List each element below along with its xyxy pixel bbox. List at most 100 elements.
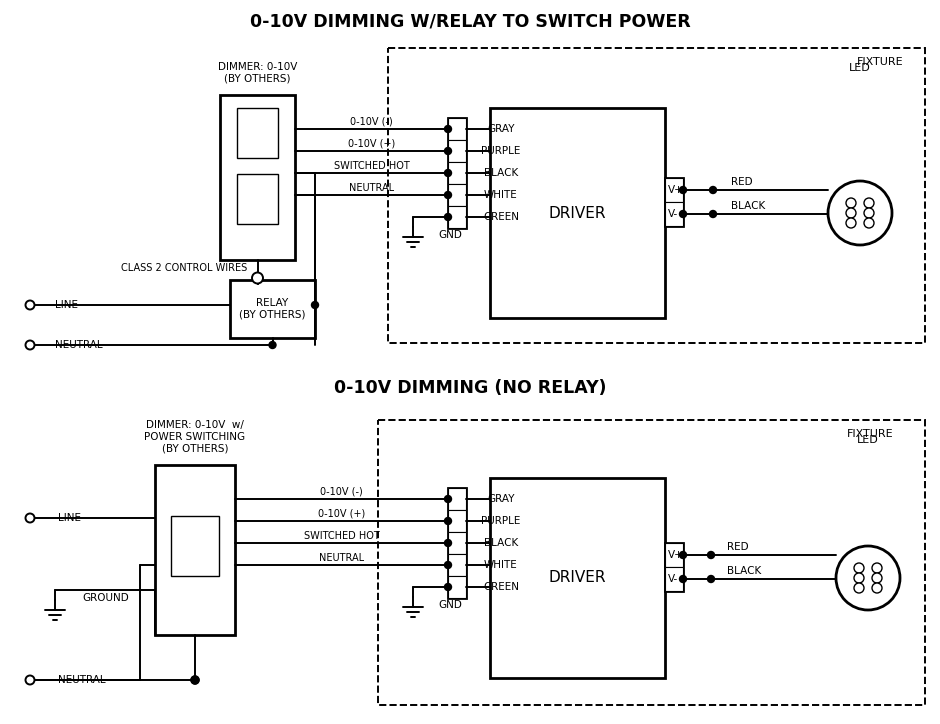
- Text: NEUTRAL: NEUTRAL: [349, 183, 394, 193]
- Text: LED: LED: [849, 63, 870, 73]
- Bar: [665, 178, 683, 202]
- Circle shape: [846, 208, 856, 218]
- Circle shape: [846, 218, 856, 228]
- Text: 0-10V (+): 0-10V (+): [318, 509, 365, 519]
- Circle shape: [269, 342, 276, 348]
- Bar: [448, 532, 466, 554]
- Text: WHITE: WHITE: [484, 190, 518, 200]
- Circle shape: [191, 676, 199, 684]
- Bar: [237, 174, 278, 224]
- Bar: [665, 178, 683, 226]
- Circle shape: [864, 208, 874, 218]
- Text: V-: V-: [668, 209, 679, 219]
- Bar: [665, 543, 683, 591]
- Text: 0-10V DIMMING (NO RELAY): 0-10V DIMMING (NO RELAY): [334, 379, 606, 397]
- Circle shape: [445, 214, 451, 221]
- Text: GRAY: GRAY: [487, 124, 515, 134]
- Circle shape: [680, 211, 686, 217]
- Bar: [220, 95, 295, 260]
- Circle shape: [445, 562, 451, 568]
- Text: V-: V-: [668, 574, 679, 584]
- Text: 0-10V (-): 0-10V (-): [321, 487, 363, 497]
- Circle shape: [828, 181, 892, 245]
- Text: DRIVER: DRIVER: [549, 571, 606, 586]
- Circle shape: [680, 552, 686, 558]
- Text: NEUTRAL: NEUTRAL: [55, 340, 102, 350]
- Bar: [490, 108, 665, 318]
- Text: GROUND: GROUND: [82, 593, 129, 603]
- Circle shape: [854, 583, 864, 593]
- Text: BLACK: BLACK: [484, 168, 518, 178]
- Text: LINE: LINE: [55, 300, 78, 310]
- Text: NEUTRAL: NEUTRAL: [319, 553, 364, 563]
- Bar: [448, 488, 466, 598]
- Circle shape: [872, 563, 882, 573]
- Circle shape: [445, 169, 451, 177]
- Circle shape: [864, 218, 874, 228]
- Circle shape: [445, 518, 451, 524]
- Circle shape: [872, 583, 882, 593]
- Text: V+: V+: [668, 185, 683, 195]
- Bar: [448, 576, 466, 598]
- Bar: [448, 184, 466, 206]
- Circle shape: [708, 576, 714, 583]
- Bar: [230, 280, 315, 338]
- Bar: [171, 516, 219, 576]
- Text: NEUTRAL: NEUTRAL: [58, 675, 105, 685]
- Bar: [155, 465, 235, 635]
- Bar: [448, 118, 466, 140]
- Bar: [448, 206, 466, 228]
- Text: FIXTURE: FIXTURE: [847, 429, 893, 439]
- Text: V+: V+: [668, 550, 683, 560]
- Text: RED: RED: [727, 542, 748, 552]
- Circle shape: [445, 584, 451, 591]
- Text: 0-10V (-): 0-10V (-): [350, 117, 393, 127]
- Circle shape: [252, 272, 263, 284]
- Circle shape: [445, 125, 451, 132]
- Bar: [665, 567, 683, 591]
- Bar: [378, 420, 925, 705]
- Text: GREEN: GREEN: [483, 582, 519, 592]
- Bar: [448, 118, 466, 228]
- Text: PURPLE: PURPLE: [481, 516, 521, 526]
- Text: PURPLE: PURPLE: [481, 146, 521, 156]
- Circle shape: [25, 513, 35, 523]
- Bar: [490, 478, 665, 678]
- Text: BLACK: BLACK: [731, 201, 765, 211]
- Text: GRAY: GRAY: [487, 494, 515, 504]
- Text: CLASS 2 CONTROL WIRES: CLASS 2 CONTROL WIRES: [121, 263, 247, 273]
- Text: WHITE: WHITE: [484, 560, 518, 570]
- Bar: [237, 108, 278, 158]
- Circle shape: [191, 676, 199, 684]
- Circle shape: [25, 300, 35, 309]
- Text: FIXTURE: FIXTURE: [856, 57, 903, 67]
- Circle shape: [25, 675, 35, 684]
- Circle shape: [864, 198, 874, 208]
- Circle shape: [854, 563, 864, 573]
- Circle shape: [680, 576, 686, 583]
- Circle shape: [311, 301, 319, 308]
- Bar: [665, 543, 683, 567]
- Circle shape: [445, 495, 451, 502]
- Circle shape: [445, 539, 451, 547]
- Circle shape: [445, 192, 451, 198]
- Circle shape: [846, 198, 856, 208]
- Bar: [448, 510, 466, 532]
- Circle shape: [25, 340, 35, 350]
- Text: 0-10V DIMMING W/RELAY TO SWITCH POWER: 0-10V DIMMING W/RELAY TO SWITCH POWER: [250, 13, 690, 31]
- Circle shape: [708, 552, 714, 558]
- Circle shape: [710, 187, 716, 193]
- Text: 0-10V (+): 0-10V (+): [348, 139, 395, 149]
- Circle shape: [710, 211, 716, 217]
- Bar: [388, 48, 925, 343]
- Text: RELAY
(BY OTHERS): RELAY (BY OTHERS): [240, 298, 306, 320]
- Text: SWITCHED HOT: SWITCHED HOT: [334, 161, 410, 171]
- Text: RED: RED: [731, 177, 753, 187]
- Text: GREEN: GREEN: [483, 212, 519, 222]
- Bar: [448, 140, 466, 162]
- Circle shape: [872, 573, 882, 583]
- Text: BLACK: BLACK: [484, 538, 518, 548]
- Circle shape: [836, 546, 900, 610]
- Circle shape: [445, 148, 451, 154]
- Bar: [448, 162, 466, 184]
